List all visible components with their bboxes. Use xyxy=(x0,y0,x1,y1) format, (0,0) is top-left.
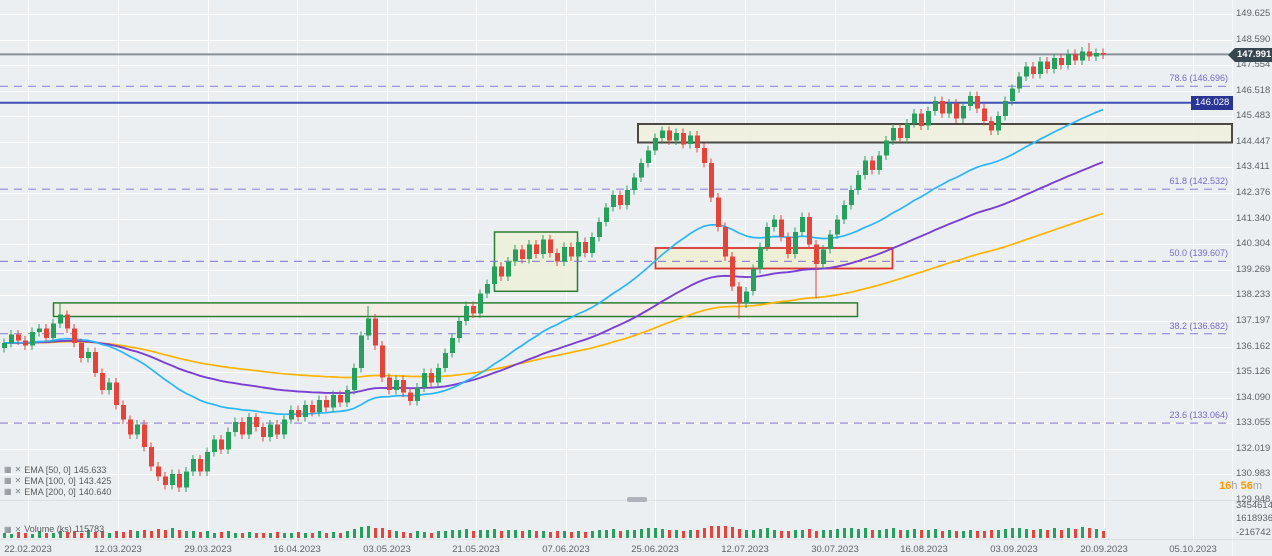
date-axis-tick: 22.02.2023 xyxy=(4,544,52,555)
countdown-hours-unit: h xyxy=(1231,480,1238,492)
price-axis-tick: 134.090 xyxy=(1236,392,1271,403)
date-axis-tick: 16.08.2023 xyxy=(900,544,948,555)
volume-bars xyxy=(3,526,1105,538)
price-axis-tick: 147.554 xyxy=(1236,59,1271,70)
indicator-remove-icon[interactable]: ✕ xyxy=(14,487,22,496)
supply-zone[interactable] xyxy=(637,123,1233,144)
support-zone[interactable] xyxy=(52,302,859,318)
countdown-minutes-unit: m xyxy=(1252,480,1262,492)
fib-level-label: 38.2 (136.682) xyxy=(1169,321,1228,331)
date-axis-tick: 25.06.2023 xyxy=(631,544,679,555)
price-axis-tick: 140.304 xyxy=(1236,238,1271,249)
pane-splitter-handle[interactable] xyxy=(627,497,647,502)
ema-50-value: 145.633 xyxy=(73,464,107,475)
price-axis-tick: 139.269 xyxy=(1236,264,1271,275)
date-axis-tick: 12.07.2023 xyxy=(721,544,769,555)
price-axis-tick: 149.625 xyxy=(1236,8,1271,19)
ema-100-value: 143.425 xyxy=(78,475,112,486)
mid-red-box[interactable] xyxy=(654,247,894,270)
candle-countdown-timer: 16h 56m xyxy=(1219,480,1262,492)
price-axis-tick: 142.376 xyxy=(1236,187,1271,198)
date-axis-tick: 21.05.2023 xyxy=(452,544,500,555)
volume-legend: ▦ ✕ Volume (ks) 115783 xyxy=(4,524,104,534)
date-axis-tick: 16.04.2023 xyxy=(273,544,321,555)
date-axis-tick: 03.05.2023 xyxy=(363,544,411,555)
countdown-hours: 16 xyxy=(1219,480,1232,492)
volume-axis-tick: 3454614 xyxy=(1236,500,1272,511)
price-axis-tick: 137.197 xyxy=(1236,315,1271,326)
date-axis-tick: 12.03.2023 xyxy=(94,544,142,555)
fib-level-label: 78.6 (146.696) xyxy=(1169,73,1228,83)
alert-line-badge[interactable]: 146.028 xyxy=(1191,96,1234,110)
date-axis-tick: 05.10.2023 xyxy=(1169,544,1217,555)
ema-lines xyxy=(3,108,1104,416)
price-axis-tick: 143.411 xyxy=(1236,161,1270,172)
indicator-remove-icon[interactable]: ✕ xyxy=(14,465,22,474)
ema-100-legend: ▦ ✕ EMA [100, 0] 143.425 xyxy=(4,475,111,486)
price-axis-tick: 144.447 xyxy=(1236,136,1271,147)
ema-200-label: EMA [200, 0] xyxy=(24,486,76,497)
price-axis-tick: 130.983 xyxy=(1236,468,1271,479)
price-axis-tick: 135.126 xyxy=(1236,366,1271,377)
volume-label: Volume (ks) xyxy=(24,524,72,534)
current-price-badge: 147.991 xyxy=(1228,48,1272,62)
fib-level-label: 50.0 (139.607) xyxy=(1169,248,1228,258)
date-axis-tick: 03.09.2023 xyxy=(990,544,1038,555)
price-axis-tick: 146.518 xyxy=(1236,85,1271,96)
indicator-settings-icon[interactable]: ▦ xyxy=(4,476,12,485)
date-axis-tick: 07.06.2023 xyxy=(542,544,590,555)
price-axis-tick: 145.483 xyxy=(1236,110,1271,121)
indicator-remove-icon[interactable]: ✕ xyxy=(14,476,22,485)
indicator-settings-icon[interactable]: ▦ xyxy=(4,524,12,534)
price-axis-tick: 129.948 xyxy=(1236,494,1271,505)
price-axis-tick: 132.019 xyxy=(1236,443,1271,454)
indicator-settings-icon[interactable]: ▦ xyxy=(4,465,12,474)
price-axis-tick: 133.055 xyxy=(1236,417,1271,428)
indicator-legend: ▦ ✕ EMA [50, 0] 145.633 ▦ ✕ EMA [100, 0]… xyxy=(4,464,111,497)
indicator-remove-icon[interactable]: ✕ xyxy=(14,524,22,534)
price-axis-tick: 141.340 xyxy=(1236,213,1271,224)
date-axis-tick: 30.07.2023 xyxy=(811,544,859,555)
ema-200-value: 140.640 xyxy=(78,486,112,497)
fib-level-label: 23.6 (133.064) xyxy=(1169,410,1228,420)
volume-axis-tick: -216742 xyxy=(1236,527,1271,538)
indicator-settings-icon[interactable]: ▦ xyxy=(4,487,12,496)
ema-200-legend: ▦ ✕ EMA [200, 0] 140.640 xyxy=(4,486,111,497)
date-axis-tick: 20.09.2023 xyxy=(1080,544,1128,555)
price-axis-tick: 136.162 xyxy=(1236,341,1271,352)
price-axis-tick: 138.233 xyxy=(1236,289,1271,300)
price-axis-tick: 148.590 xyxy=(1236,34,1271,45)
ema-100-label: EMA [100, 0] xyxy=(24,475,76,486)
countdown-minutes: 56 xyxy=(1240,480,1253,492)
date-axis-tick: 29.03.2023 xyxy=(184,544,232,555)
volume-axis-tick: 1618936 xyxy=(1236,513,1272,524)
ema-50-legend: ▦ ✕ EMA [50, 0] 145.633 xyxy=(4,464,111,475)
fib-level-label: 61.8 (142.532) xyxy=(1169,176,1228,186)
candlestick-series xyxy=(2,43,1106,493)
volume-value: 115783 xyxy=(74,524,105,534)
ema-50-label: EMA [50, 0] xyxy=(24,464,71,475)
